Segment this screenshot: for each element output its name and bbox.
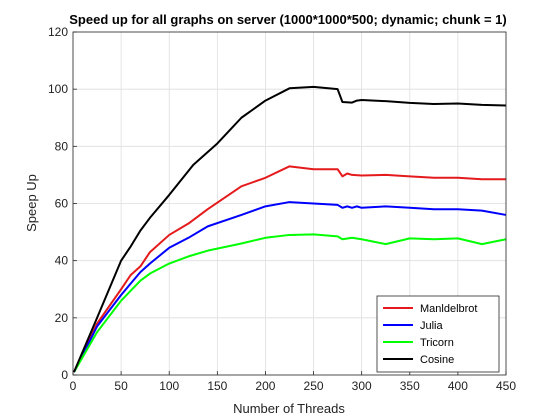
x-tick-label: 200 — [255, 379, 275, 393]
x-tick-label: 0 — [70, 379, 77, 393]
y-tick-label: 0 — [61, 368, 68, 382]
legend-label: Tricorn — [420, 337, 454, 349]
x-tick-label: 50 — [114, 379, 128, 393]
legend-label: Cosine — [420, 354, 454, 366]
x-tick-label: 300 — [352, 379, 372, 393]
legend-label: Manldelbrot — [420, 303, 477, 315]
y-tick-label: 80 — [55, 139, 69, 153]
x-tick-label: 450 — [496, 379, 516, 393]
x-tick-label: 150 — [207, 379, 227, 393]
chart-title: Speed up for all graphs on server (1000*… — [69, 12, 506, 27]
legend: Manldelbrot Julia Tricorn Cosine — [377, 296, 499, 372]
x-tick-label: 350 — [400, 379, 420, 393]
x-tick-label: 250 — [304, 379, 324, 393]
y-tick-label: 60 — [55, 197, 69, 211]
x-tick-label: 100 — [159, 379, 179, 393]
y-axis-label: Speep Up — [24, 174, 39, 232]
legend-label: Julia — [420, 320, 444, 332]
y-tick-label: 120 — [48, 25, 68, 39]
x-tick-label: 400 — [448, 379, 468, 393]
y-tick-label: 40 — [55, 254, 69, 268]
y-tick-label: 20 — [55, 311, 69, 325]
y-tick-label: 100 — [48, 82, 68, 96]
x-axis-label: Number of Threads — [233, 401, 345, 416]
